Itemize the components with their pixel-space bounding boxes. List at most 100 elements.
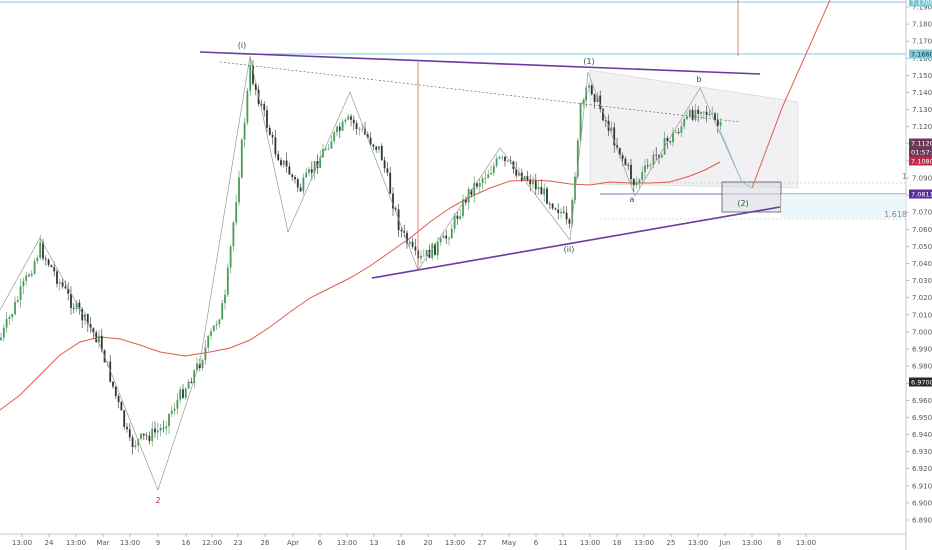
candle-body xyxy=(240,139,243,178)
candle-body xyxy=(518,172,520,176)
candle-body xyxy=(123,410,126,427)
candle-body xyxy=(344,119,347,122)
candle-body xyxy=(106,361,109,363)
candle-body xyxy=(716,120,719,126)
projection-channel[interactable] xyxy=(589,69,799,189)
candle-body xyxy=(638,179,641,183)
candle-body xyxy=(492,165,495,174)
candle-body xyxy=(674,132,677,133)
candlestick-series[interactable] xyxy=(0,58,722,455)
candle-body xyxy=(268,127,271,135)
price-tick-label: 6.95000 xyxy=(912,414,932,422)
projection-path[interactable] xyxy=(751,0,831,189)
time-tick-label: 13:00 xyxy=(580,539,600,547)
candle-body xyxy=(400,230,403,232)
time-tick-label: 13:00 xyxy=(66,539,86,547)
time-tick-label: 8 xyxy=(777,539,781,547)
candle-body xyxy=(632,179,635,186)
price-tick-label: 7.06000 xyxy=(912,226,932,234)
candle-body xyxy=(36,257,39,262)
candle-body xyxy=(350,116,352,120)
wave-label: (ii) xyxy=(564,245,575,254)
candle-body xyxy=(380,145,383,161)
candle-body xyxy=(140,433,142,439)
candle-body xyxy=(481,178,484,184)
wave-label: b xyxy=(696,75,701,84)
candle-body xyxy=(719,121,722,126)
candle-body xyxy=(613,127,616,146)
candle-body xyxy=(330,141,333,149)
candle-body xyxy=(582,100,585,104)
candle-body xyxy=(464,199,467,203)
candle-body xyxy=(383,160,386,169)
candle-body xyxy=(215,324,218,326)
candle-body xyxy=(627,164,630,166)
candle-body xyxy=(579,103,582,141)
candle-body xyxy=(526,176,529,181)
candle-body xyxy=(568,219,571,224)
candle-body xyxy=(134,445,137,448)
candle-body xyxy=(112,381,114,387)
price-tick-label: 6.93000 xyxy=(912,448,932,456)
candle-body xyxy=(672,132,674,143)
candle-body xyxy=(560,211,562,214)
price-tick-label: 7.04000 xyxy=(912,260,932,268)
time-tick-label: 13:00 xyxy=(337,539,357,547)
candle-body xyxy=(89,324,92,329)
upper-trendline[interactable] xyxy=(199,51,761,75)
candle-body xyxy=(604,120,607,121)
time-tick-label: 13:00 xyxy=(742,539,762,547)
candle-body xyxy=(548,203,551,205)
candle-body xyxy=(78,302,81,310)
candle-body xyxy=(355,123,358,130)
candle-body xyxy=(165,426,168,429)
time-axis[interactable]: 13:00 24 13:00 Mar 13:00 9 16 12:00 23 26 Apr 6 13:0… xyxy=(12,534,816,547)
candle-body xyxy=(683,119,686,127)
price-label: 01:57:56 xyxy=(911,149,932,157)
candle-body xyxy=(540,187,543,195)
candle-body xyxy=(478,183,481,187)
price-label: 7.17000 xyxy=(911,0,932,7)
price-label-bg xyxy=(909,156,932,166)
moving-average-line[interactable] xyxy=(0,161,721,411)
candle-body xyxy=(271,134,274,138)
candle-body xyxy=(305,172,308,178)
target-zone-box[interactable] xyxy=(721,181,782,213)
price-tick-label: 6.91000 xyxy=(912,482,932,490)
candle-body xyxy=(420,255,422,259)
candle-body xyxy=(137,438,140,446)
candle-body xyxy=(75,302,78,309)
lower-trendline[interactable] xyxy=(371,206,781,279)
candle-body xyxy=(196,363,198,371)
candle-body xyxy=(669,141,672,143)
candle-body xyxy=(490,173,492,175)
candle-body xyxy=(72,307,75,309)
price-axis[interactable]: 7.19000 7.18000 7.17000 7.16000 7.15000 7.140… xyxy=(906,4,932,525)
price-tick-label: 6.90000 xyxy=(912,499,932,507)
dotted-channel-line[interactable] xyxy=(219,61,741,123)
candle-body xyxy=(266,110,268,128)
candle-body xyxy=(142,433,145,436)
candle-body xyxy=(291,174,294,177)
candle-body xyxy=(666,138,669,142)
time-tick-label: 24 xyxy=(45,539,54,547)
candle-body xyxy=(184,388,187,398)
candle-body xyxy=(282,160,285,166)
candle-body xyxy=(16,299,19,302)
candle-body xyxy=(95,332,98,343)
candle-body xyxy=(590,85,593,95)
candle-body xyxy=(660,154,663,158)
candle-body xyxy=(221,303,224,320)
candle-body xyxy=(467,189,470,203)
candle-body xyxy=(14,301,16,315)
candle-body xyxy=(263,104,266,111)
candle-body xyxy=(226,267,229,295)
candle-body xyxy=(546,188,548,204)
candle-body xyxy=(347,116,350,120)
price-tick-label: 7.07000 xyxy=(912,209,932,217)
candle-body xyxy=(534,180,537,190)
candle-body xyxy=(476,183,478,187)
